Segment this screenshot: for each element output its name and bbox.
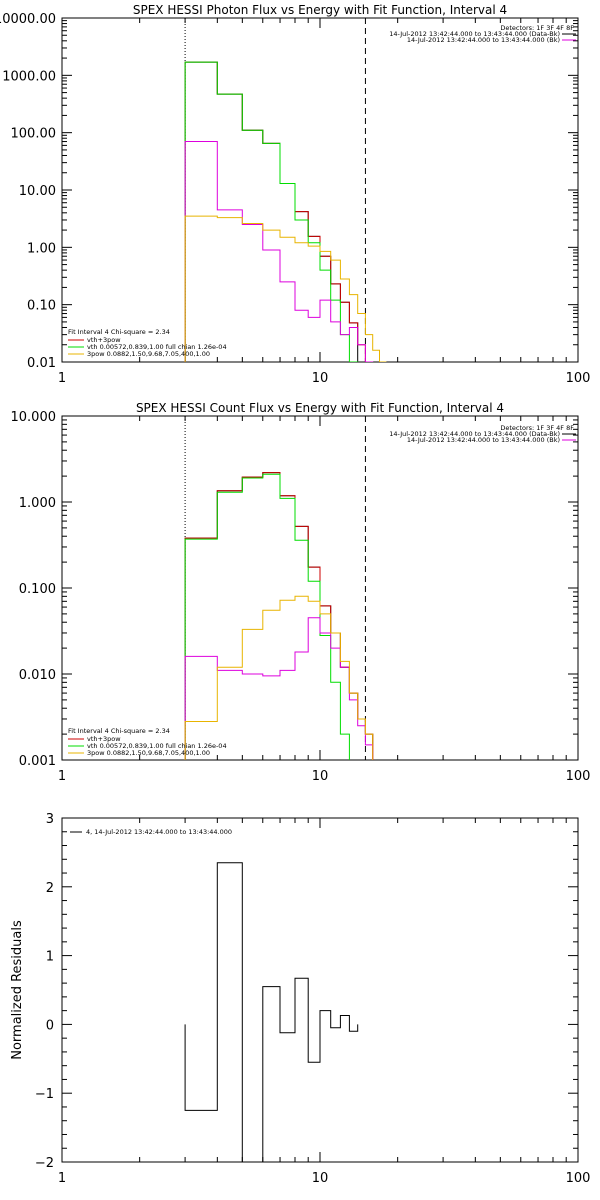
photon-flux-x-tick-labels: 1 10 100 xyxy=(58,371,591,386)
photon-flux-legend-bottom: Fit Interval 4 Chi-square = 2.34 vth+3po… xyxy=(68,328,227,358)
y-tick-label: 2 xyxy=(46,881,54,896)
y-tick-label: 100.00 xyxy=(11,127,57,142)
legend-detectors: Detectors: 1F 3F 4F 8F xyxy=(500,24,574,32)
count-flux-ticks xyxy=(61,415,579,761)
y-tick-label: 10.00 xyxy=(19,184,56,199)
y-tick-label: 10000.00 xyxy=(0,12,56,27)
x-tick-label: 10 xyxy=(312,371,329,386)
y-tick-label: −2 xyxy=(35,1156,54,1171)
legend-fit-interval: Fit Interval 4 Chi-square = 2.34 xyxy=(68,727,170,735)
photon-flux-panel: SPEX HESSI Photon Flux vs Energy with Fi… xyxy=(0,3,590,386)
photon-flux-legend-top: Detectors: 1F 3F 4F 8F 14-Jul-2012 13:42… xyxy=(389,24,576,44)
y-tick-label: −1 xyxy=(35,1087,54,1102)
x-tick-label: 100 xyxy=(566,371,591,386)
y-tick-label: 0.001 xyxy=(19,754,56,769)
legend-data-minus-bk: 14-Jul-2012 13:42:44.000 to 13:43:44.000… xyxy=(389,430,560,438)
count-flux-y-tick-labels: 0.001 0.010 0.100 1.000 10.000 xyxy=(11,410,57,769)
y-tick-label: 0 xyxy=(46,1018,54,1033)
photon-flux-energy-markers xyxy=(184,18,366,362)
count-flux-title: SPEX HESSI Count Flux vs Energy with Fit… xyxy=(136,401,504,415)
series-line xyxy=(184,61,359,362)
photon-flux-ticks xyxy=(61,17,579,363)
x-tick-label: 1 xyxy=(58,769,66,784)
series-line xyxy=(184,473,350,760)
count-flux-series xyxy=(184,472,374,760)
legend-pow: 3pow 0.0882,1.50,9.68,7.05,400,1.00 xyxy=(87,350,210,358)
photon-flux-y-tick-labels: 0.01 0.10 1.00 10.00 100.00 1000.00 1000… xyxy=(0,12,56,371)
series-line xyxy=(184,595,374,760)
y-tick-label: 1 xyxy=(46,950,54,965)
y-tick-label: 0.01 xyxy=(27,356,56,371)
legend-pow: 3pow 0.0882,1.50,9.68,7.05,400,1.00 xyxy=(87,749,210,757)
series-line xyxy=(184,61,359,362)
residuals-ticks xyxy=(61,817,579,1163)
legend-bk: 14-Jul-2012 13:42:44.000 to 13:43:44.000… xyxy=(407,436,560,444)
x-tick-label: 100 xyxy=(566,1171,591,1186)
y-tick-label: 0.010 xyxy=(19,668,56,683)
series-line xyxy=(184,862,359,1162)
residuals-y-axis-label: Normalized Residuals xyxy=(10,920,25,1060)
legend-vth: vth 0.00572,0.839,1.00 full chian 1.26e-… xyxy=(87,343,227,351)
y-tick-label: 3 xyxy=(46,812,54,827)
y-tick-label: 1000.00 xyxy=(2,69,56,84)
legend-vth: vth 0.00572,0.839,1.00 full chian 1.26e-… xyxy=(87,742,227,750)
x-tick-label: 100 xyxy=(566,769,591,784)
residuals-x-tick-labels: 1 10 100 xyxy=(58,1171,591,1186)
legend-bk: 14-Jul-2012 13:42:44.000 to 13:43:44.000… xyxy=(407,36,560,44)
legend-residual-interval: 4, 14-Jul-2012 13:42:44.000 to 13:43:44.… xyxy=(86,828,232,836)
y-tick-label: 1.000 xyxy=(19,496,56,511)
photon-flux-series xyxy=(184,61,387,362)
legend-detectors: Detectors: 1F 3F 4F 8F xyxy=(500,424,574,432)
y-tick-label: 0.10 xyxy=(27,299,56,314)
y-tick-label: 0.100 xyxy=(19,582,56,597)
residuals-panel: Normalized Residuals −2 −1 0 1 2 3 1 10 … xyxy=(10,812,590,1186)
x-tick-label: 1 xyxy=(58,371,66,386)
residuals-series xyxy=(184,862,359,1162)
x-tick-label: 10 xyxy=(312,769,329,784)
residuals-legend: 4, 14-Jul-2012 13:42:44.000 to 13:43:44.… xyxy=(70,828,232,836)
series-line xyxy=(184,61,366,362)
residuals-y-tick-labels: −2 −1 0 1 2 3 xyxy=(35,812,54,1171)
series-line xyxy=(184,141,374,362)
photon-flux-title: SPEX HESSI Photon Flux vs Energy with Fi… xyxy=(133,3,507,17)
legend-model: vth+3pow xyxy=(87,336,121,344)
y-tick-label: 1.00 xyxy=(27,241,56,256)
x-tick-label: 1 xyxy=(58,1171,66,1186)
count-flux-energy-markers xyxy=(184,416,366,760)
count-flux-legend-top: Detectors: 1F 3F 4F 8F 14-Jul-2012 13:42… xyxy=(389,424,576,444)
x-tick-label: 10 xyxy=(312,1171,329,1186)
count-flux-legend-bottom: Fit Interval 4 Chi-square = 2.34 vth+3po… xyxy=(68,727,227,757)
count-flux-x-tick-labels: 1 10 100 xyxy=(58,769,591,784)
count-flux-panel: SPEX HESSI Count Flux vs Energy with Fit… xyxy=(11,401,591,784)
residuals-plot-frame xyxy=(61,817,579,1163)
legend-model: vth+3pow xyxy=(87,735,121,743)
series-line xyxy=(184,215,387,362)
legend-fit-interval: Fit Interval 4 Chi-square = 2.34 xyxy=(68,328,170,336)
legend-data-minus-bk: 14-Jul-2012 13:42:44.000 to 13:43:44.000… xyxy=(389,30,560,38)
y-tick-label: 10.000 xyxy=(11,410,57,425)
